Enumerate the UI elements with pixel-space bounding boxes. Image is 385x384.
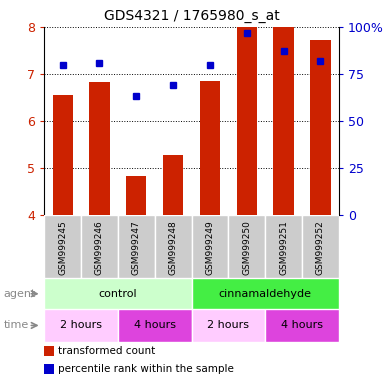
Text: GSM999247: GSM999247 (132, 220, 141, 275)
Bar (89, 83, 110, 215)
Bar (53, 95, 73, 215)
Text: 2 hours: 2 hours (208, 320, 249, 331)
Text: GSM999246: GSM999246 (95, 220, 104, 275)
Bar (44, 215, 81, 278)
Text: GSM999252: GSM999252 (316, 220, 325, 275)
Bar (265, 215, 302, 278)
Text: 4 hours: 4 hours (134, 320, 176, 331)
Bar (237, 27, 257, 215)
Bar (310, 40, 330, 215)
Bar (118, 309, 192, 342)
Bar (273, 27, 294, 215)
Text: GSM999245: GSM999245 (58, 220, 67, 275)
Bar (265, 309, 339, 342)
Bar (81, 215, 118, 278)
Bar (126, 177, 146, 215)
Bar (302, 215, 339, 278)
Bar (44, 278, 192, 309)
Text: transformed count: transformed count (58, 346, 155, 356)
Text: time: time (4, 320, 29, 331)
Bar (200, 81, 220, 215)
Text: GSM999250: GSM999250 (242, 220, 251, 275)
Title: GDS4321 / 1765980_s_at: GDS4321 / 1765980_s_at (104, 9, 280, 23)
Bar (192, 278, 339, 309)
Bar (228, 215, 265, 278)
Text: GSM999251: GSM999251 (279, 220, 288, 275)
Bar (118, 215, 155, 278)
Bar (163, 155, 183, 215)
Bar (44, 309, 118, 342)
Text: 4 hours: 4 hours (281, 320, 323, 331)
Text: cinnamaldehyde: cinnamaldehyde (219, 289, 312, 299)
Text: agent: agent (4, 289, 36, 299)
Text: GSM999248: GSM999248 (169, 220, 177, 275)
Bar (192, 215, 228, 278)
Bar (192, 309, 265, 342)
Text: 2 hours: 2 hours (60, 320, 102, 331)
Text: GSM999249: GSM999249 (206, 220, 214, 275)
Bar (155, 215, 192, 278)
Text: control: control (99, 289, 137, 299)
Text: percentile rank within the sample: percentile rank within the sample (58, 364, 234, 374)
